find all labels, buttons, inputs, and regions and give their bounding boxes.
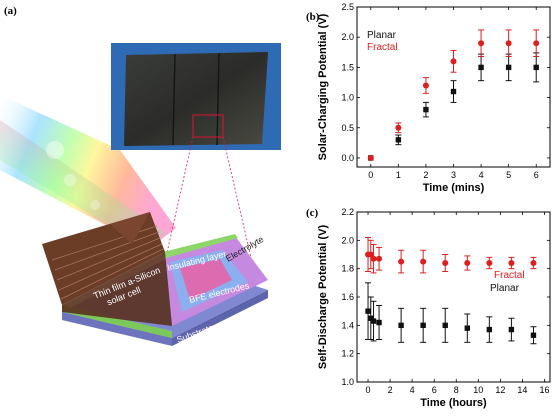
x-tick-label: 1 [396, 170, 401, 180]
data-point [530, 332, 537, 338]
x-tick-label: 10 [473, 385, 483, 395]
data-point [420, 258, 427, 265]
data-point [478, 64, 484, 71]
x-tick-label: 14 [517, 385, 527, 395]
data-point [422, 82, 429, 89]
y-tick-label: 2.2 [341, 207, 354, 217]
data-point [450, 88, 457, 95]
x-tick-label: 16 [539, 385, 549, 395]
data-point [395, 124, 402, 131]
data-point [530, 260, 537, 266]
panel-label: (b) [306, 11, 320, 23]
y-tick-label: 0.0 [341, 153, 354, 163]
y-axis-title: Solar-Charging Potential (V) [317, 13, 329, 160]
legend-planar: Planar [367, 30, 397, 41]
data-point [367, 251, 374, 258]
x-tick-label: 2 [423, 170, 428, 180]
data-point [368, 315, 374, 321]
y-tick-label: 1.0 [341, 377, 354, 387]
plot-frame [356, 211, 551, 383]
x-axis-title: Time (hours) [420, 397, 487, 409]
data-point [478, 40, 485, 47]
panel-label: (c) [306, 207, 319, 219]
y-tick-label: 2.0 [341, 32, 354, 42]
x-tick-label: 0 [366, 385, 371, 395]
y-tick-label: 0.5 [341, 123, 354, 133]
x-tick-label: 5 [506, 170, 511, 180]
svg-text:(a): (a) [4, 5, 17, 17]
x-tick-label: 6 [432, 385, 437, 395]
data-point [486, 260, 493, 266]
device-photo [111, 43, 281, 150]
light-beam [0, 95, 176, 250]
x-tick-label: 4 [410, 385, 415, 395]
data-point [464, 260, 471, 266]
data-point [370, 318, 377, 324]
y-axis-title: Self-Discharge Potential (V) [317, 225, 329, 370]
y-tick-label: 1.8 [341, 264, 354, 274]
data-point [442, 322, 448, 329]
data-point [450, 58, 457, 65]
y-tick-label: 1.6 [341, 292, 354, 302]
x-tick-label: 8 [454, 385, 459, 395]
legend-fractal: Fractal [367, 42, 398, 53]
x-tick-label: 4 [479, 170, 484, 180]
panel-label-a: (a) [4, 5, 17, 17]
data-point [533, 40, 540, 47]
data-point [508, 326, 515, 333]
x-tick-label: 6 [534, 170, 539, 180]
data-point [505, 64, 512, 71]
data-point [365, 308, 371, 314]
chart-solar-charging: (b) 0 1 2 3 4 5 6 0.0 0.5 1.0 1.5 2.0 2.5 Time (mins) S… [306, 2, 551, 194]
y-tick-label: 1.2 [341, 349, 354, 359]
data-point [367, 154, 374, 161]
legend-planar: Planar [490, 283, 520, 294]
data-point [376, 255, 383, 262]
y-tick-label: 1.4 [341, 320, 354, 330]
data-point [486, 326, 493, 333]
data-point [442, 260, 449, 266]
data-point [420, 322, 426, 329]
data-point [376, 319, 382, 326]
zoom-leader-lines [165, 136, 253, 263]
series-fractal [365, 237, 537, 274]
y-tick-label: 1.5 [341, 62, 354, 72]
data-point [508, 260, 515, 266]
y-tick-label: 1.0 [341, 93, 354, 103]
data-point [398, 258, 405, 265]
y-tick-label: 2.0 [341, 235, 354, 245]
x-tick-label: 12 [495, 385, 505, 395]
series-planar [365, 282, 537, 345]
chart-self-discharge: (c) 0 2 4 6 8 10 12 14 16 1.0 1.2 1.4 1.6 1.8 2.0 2.2 Tim… [306, 207, 551, 409]
data-point [423, 106, 429, 113]
x-tick-label: 0 [368, 170, 373, 180]
y-tick-label: 2.5 [341, 2, 354, 12]
x-axis-title: Time (mins) [423, 182, 485, 194]
series-fractal [367, 29, 540, 161]
device-stack [42, 212, 268, 346]
device-illustration: (a) [0, 5, 281, 346]
x-tick-label: 3 [451, 170, 456, 180]
data-point [395, 137, 402, 143]
data-point [505, 40, 512, 47]
data-point [464, 325, 470, 331]
data-point [370, 255, 377, 262]
data-point [533, 64, 539, 71]
x-tick-label: 2 [388, 385, 393, 395]
data-point [398, 322, 404, 329]
legend-fractal: Fractal [494, 270, 525, 281]
